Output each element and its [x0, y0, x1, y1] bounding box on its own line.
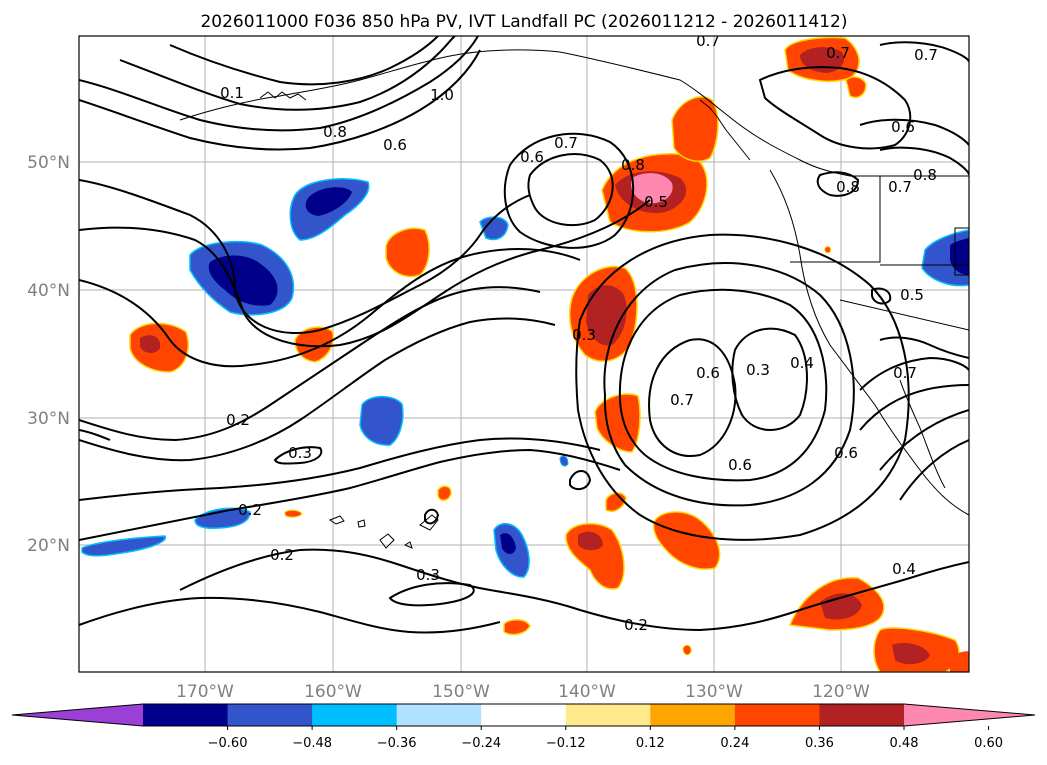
map-frame [78, 35, 970, 673]
svg-text:0.7: 0.7 [670, 391, 694, 409]
colorbar-swatch [396, 704, 482, 726]
svg-text:0.6: 0.6 [891, 118, 915, 136]
lat-label-20n: 20°N [27, 536, 70, 556]
colorbar-tick-label: −0.36 [377, 736, 417, 751]
contour-labels: 0.7 0.7 0.7 0.1 1.0 0.8 0.6 0.6 0.7 0.8 … [220, 32, 938, 634]
colorbar-swatch [734, 704, 820, 726]
map-area: 0.7 0.7 0.7 0.1 1.0 0.8 0.6 0.6 0.7 0.8 … [79, 32, 969, 672]
svg-text:0.7: 0.7 [914, 46, 938, 64]
colorbar-swatch [819, 704, 905, 726]
negative-anomalies [81, 178, 969, 578]
colorbar-tick-label: 0.60 [974, 736, 1003, 751]
pv-contours [79, 36, 969, 634]
lat-label-50n: 50°N [27, 153, 70, 173]
svg-text:0.4: 0.4 [790, 354, 814, 372]
lon-label-140w: 140°W [558, 682, 616, 702]
colorbar-tick-label: −0.60 [208, 736, 248, 751]
svg-text:0.2: 0.2 [226, 411, 250, 429]
map-title: 2026011000 F036 850 hPa PV, IVT Landfall… [200, 12, 847, 32]
svg-text:0.8: 0.8 [323, 123, 347, 141]
colorbar-tick-label: 0.24 [720, 736, 749, 751]
colorbar-swatch [227, 704, 313, 726]
colorbar-extend-high [904, 704, 1035, 726]
lon-label-130w: 130°W [685, 682, 743, 702]
colorbar-swatch [650, 704, 736, 726]
svg-text:0.5: 0.5 [644, 193, 668, 211]
svg-text:1.0: 1.0 [430, 86, 454, 104]
svg-text:0.6: 0.6 [383, 136, 407, 154]
colorbar-swatch [312, 704, 398, 726]
svg-text:0.3: 0.3 [288, 444, 312, 462]
colorbar-swatch [481, 704, 567, 726]
svg-text:0.2: 0.2 [238, 501, 262, 519]
colorbar-swatch [143, 704, 229, 726]
lon-label-170w: 170°W [176, 682, 234, 702]
svg-text:0.6: 0.6 [834, 444, 858, 462]
coastlines [179, 49, 969, 549]
colorbar-outline [11, 703, 1036, 727]
colorbar-tick-label: 0.48 [890, 736, 919, 751]
svg-text:0.7: 0.7 [826, 44, 850, 62]
svg-text:0.6: 0.6 [728, 456, 752, 474]
latitude-labels: 50°N 40°N 30°N 20°N [27, 153, 70, 556]
lon-label-150w: 150°W [432, 682, 490, 702]
longitude-labels: 170°W 160°W 150°W 140°W 130°W 120°W [176, 682, 870, 702]
positive-anomalies [129, 36, 969, 672]
colorbar-tick-label: −0.24 [461, 736, 501, 751]
colorbar-extend-low [12, 704, 143, 726]
svg-text:0.5: 0.5 [900, 286, 924, 304]
svg-text:0.3: 0.3 [746, 361, 770, 379]
colorbar-swatch [565, 704, 651, 726]
svg-text:0.7: 0.7 [696, 32, 720, 50]
svg-text:0.1: 0.1 [220, 84, 244, 102]
colorbar-tick-label: −0.12 [546, 736, 586, 751]
svg-text:0.6: 0.6 [696, 364, 720, 382]
lat-label-30n: 30°N [27, 409, 70, 429]
colorbar-tick-label: 0.12 [636, 736, 665, 751]
svg-text:0.3: 0.3 [416, 566, 440, 584]
svg-text:0.4: 0.4 [892, 560, 916, 578]
lon-label-120w: 120°W [812, 682, 870, 702]
colorbar-tick-label: −0.48 [292, 736, 332, 751]
colorbar-tick-label: 0.36 [805, 736, 834, 751]
svg-text:0.7: 0.7 [888, 178, 912, 196]
colorbar: −0.60 −0.48 −0.36 −0.24 −0.12 0.12 0.24 0.36 0.4… [11, 703, 1036, 751]
svg-text:0.8: 0.8 [836, 178, 860, 196]
svg-text:0.6: 0.6 [520, 148, 544, 166]
svg-text:0.8: 0.8 [621, 156, 645, 174]
svg-text:0.7: 0.7 [554, 134, 578, 152]
svg-text:0.8: 0.8 [913, 166, 937, 184]
svg-text:0.2: 0.2 [624, 616, 648, 634]
svg-text:0.2: 0.2 [270, 546, 294, 564]
lon-label-160w: 160°W [304, 682, 362, 702]
lat-label-40n: 40°N [27, 281, 70, 301]
svg-text:0.7: 0.7 [893, 364, 917, 382]
svg-text:0.3: 0.3 [572, 326, 596, 344]
